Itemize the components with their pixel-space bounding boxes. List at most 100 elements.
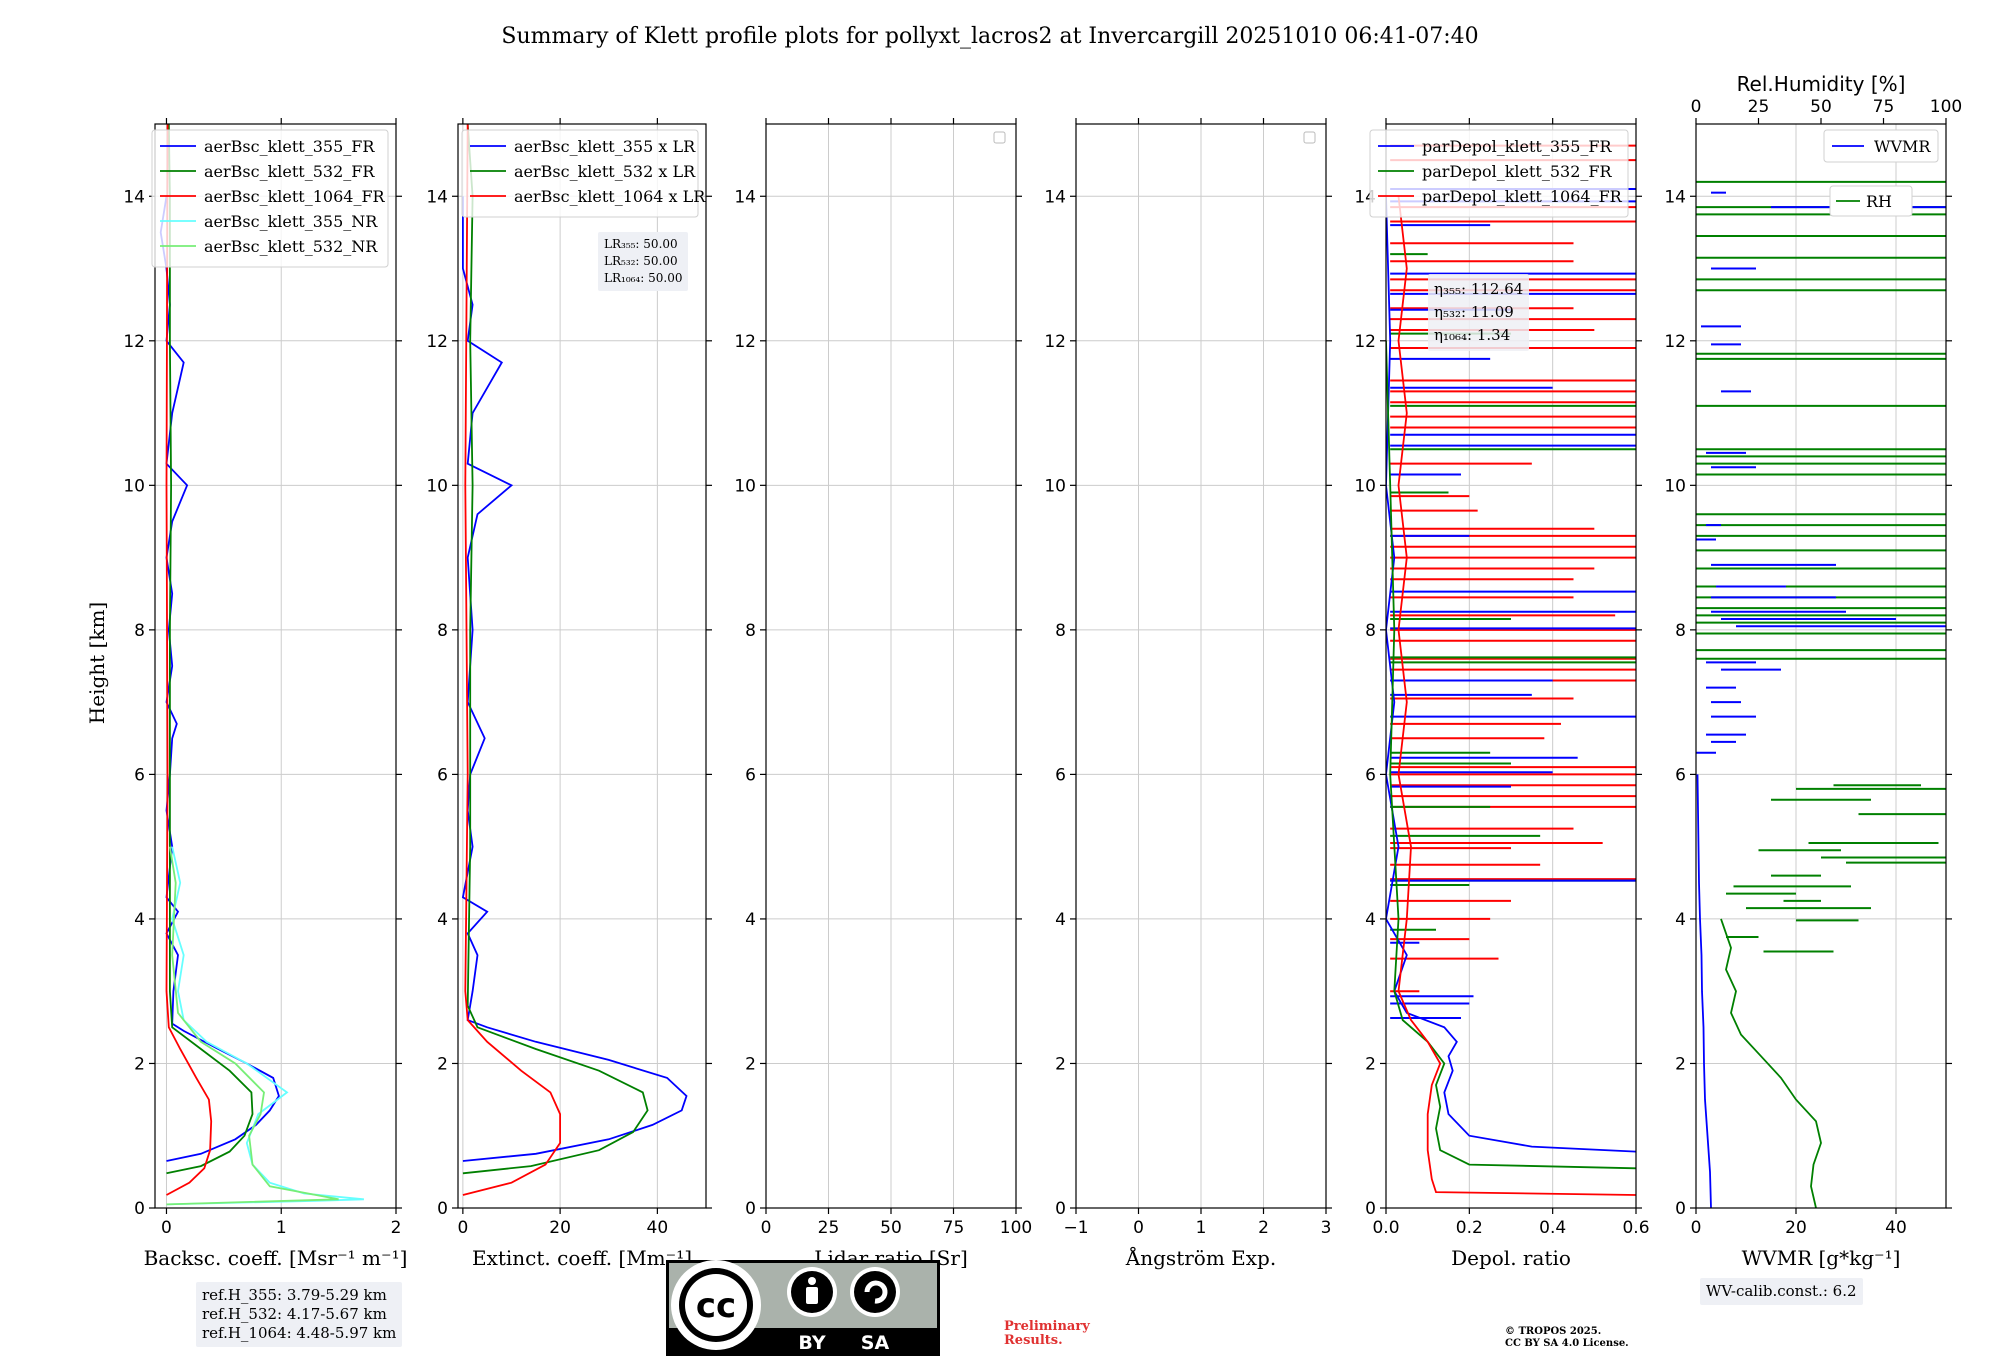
eta-box: η₃₅₅: 112.64 η₅₃₂: 11.09 η₁₀₆₄: 1.34 <box>1428 274 1530 351</box>
y-tick-label: 6 <box>134 765 145 785</box>
series-line-aerBsc_klett_1064_FR <box>165 124 213 1196</box>
y-tick-label: 8 <box>1675 621 1686 641</box>
y-tick-label: 6 <box>437 765 448 785</box>
y-tick-label: 10 <box>123 476 145 496</box>
x-tick-label: 40 <box>647 1218 669 1238</box>
sa-icon-arrow <box>864 1280 888 1304</box>
y-tick-label: 10 <box>1664 476 1686 496</box>
x-tick-label: 50 <box>880 1218 902 1238</box>
y-tick-label: 14 <box>734 187 756 207</box>
series-line-RH <box>1720 918 1822 1208</box>
top-x-tick-label: 75 <box>1873 97 1895 117</box>
x-axis-label: Depol. ratio <box>1451 1246 1571 1270</box>
series-line-aerBsc_klett_532_NR <box>166 846 339 1206</box>
series-line-aerBsc_klett_532_FR <box>166 124 254 1175</box>
plot-area <box>159 124 364 1206</box>
lr-355: LR₃₅₅: 50.00 <box>604 237 678 251</box>
axes-frame <box>457 123 707 1209</box>
plot-area <box>1696 180 1946 1208</box>
plot-area <box>461 124 688 1196</box>
x-axis-label: Backsc. coeff. [Msr⁻¹ m⁻¹] <box>144 1246 408 1270</box>
y-axis-label: Height [km] <box>85 602 109 724</box>
eta-532: η₅₃₂: 11.09 <box>1434 303 1514 321</box>
x-tick-label: 0 <box>761 1218 772 1238</box>
y-tick-label: 8 <box>437 621 448 641</box>
y-tick-label: 4 <box>1365 910 1376 930</box>
y-tick-label: 0 <box>437 1199 448 1219</box>
lr-532: LR₅₃₂: 50.00 <box>604 254 678 268</box>
legend-box-rh <box>1829 185 1913 217</box>
cc-circle-face <box>685 1274 747 1336</box>
cc-logo-text: cc <box>696 1286 736 1326</box>
ref-height-1064: ref.H_1064: 4.48-5.97 km <box>202 1324 397 1342</box>
y-tick-label: 4 <box>1055 910 1066 930</box>
x-tick-label: 2 <box>1258 1218 1269 1238</box>
series-line-aerBsc_klett_355_NR <box>166 846 364 1206</box>
x-axis-label: Extinct. coeff. [Mm⁻¹] <box>472 1246 692 1270</box>
y-tick-label: 2 <box>1055 1054 1066 1074</box>
y-tick-label: 12 <box>123 332 145 352</box>
lidar-ratio-box: LR₃₅₅: 50.00 LR₅₃₂: 50.00 LR₁₀₆₄: 50.00 <box>598 232 689 291</box>
legend-label: aerBsc_klett_532_NR <box>204 237 378 256</box>
y-tick-label: 12 <box>1354 332 1376 352</box>
x-tick-label: 25 <box>818 1218 840 1238</box>
x-axis-label: Ångström Exp. <box>1125 1245 1276 1270</box>
top-x-axis-label: Rel.Humidity [%] <box>1737 72 1906 96</box>
ref-height-box: ref.H_355: 3.79-5.29 km ref.H_532: 4.17-… <box>196 1282 403 1347</box>
x-tick-label: 0 <box>1133 1218 1144 1238</box>
x-tick-label: 1 <box>1196 1218 1207 1238</box>
x-tick-label: 75 <box>943 1218 965 1238</box>
y-tick-label: 4 <box>1675 910 1686 930</box>
y-tick-label: 14 <box>1044 187 1066 207</box>
panel-wvmr: 0 2 4 6 8 10 12 14 0 20 40 0 25 50 75 100 Rel.Humidity [… <box>1664 72 1962 1270</box>
y-tick-label: 10 <box>1354 476 1376 496</box>
axes-frame <box>154 123 397 1209</box>
empty-legend <box>1303 131 1316 144</box>
y-tick-label: 12 <box>426 332 448 352</box>
series-line-WVMR <box>1696 774 1712 1208</box>
copyright-line2: CC BY SA 4.0 License. <box>1505 1338 1629 1349</box>
preliminary-line1: Preliminary <box>1004 1319 1090 1334</box>
series-line-aerBsc_klett_1064 x LR <box>462 124 561 1196</box>
x-tick-label: 0 <box>1691 1218 1702 1238</box>
y-tick-label: 14 <box>123 187 145 207</box>
y-tick-label: 2 <box>134 1054 145 1074</box>
legend-box <box>151 129 389 268</box>
y-tick-label: 0 <box>1055 1199 1066 1219</box>
x-tick-label: 2 <box>391 1218 402 1238</box>
x-tick-label: 0 <box>161 1218 172 1238</box>
y-tick-label: 0 <box>1365 1199 1376 1219</box>
legend-label: WVMR <box>1874 137 1931 156</box>
y-tick-label: 2 <box>437 1054 448 1074</box>
figure-title: Summary of Klett profile plots for polly… <box>501 24 1478 49</box>
legend-box-wvmr <box>1823 129 1939 163</box>
y-tick-label: 6 <box>745 765 756 785</box>
y-tick-label: 6 <box>1365 765 1376 785</box>
preliminary-line2: Results. <box>1004 1333 1063 1348</box>
y-tick-label: 8 <box>134 621 145 641</box>
ref-height-532: ref.H_532: 4.17-5.67 km <box>202 1305 387 1323</box>
y-tick-label: 6 <box>1675 765 1686 785</box>
legend-label: aerBsc_klett_1064 x LR <box>514 187 706 206</box>
by-icon-head <box>808 1277 816 1285</box>
legend-label: aerBsc_klett_355_FR <box>204 137 375 156</box>
copyright-note: © TROPOS 2025. CC BY SA 4.0 License. <box>1505 1326 1629 1350</box>
wv-calib-const: WV-calib.const.: 6.2 <box>1706 1282 1857 1300</box>
by-icon-body <box>806 1287 818 1304</box>
y-tick-label: 2 <box>1365 1054 1376 1074</box>
y-tick-label: 2 <box>745 1054 756 1074</box>
y-tick-label: 10 <box>734 476 756 496</box>
top-x-tick-label: 50 <box>1810 97 1832 117</box>
y-tick-label: 12 <box>734 332 756 352</box>
x-tick-label: 3 <box>1321 1218 1332 1238</box>
y-tick-label: 10 <box>1044 476 1066 496</box>
eta-355: η₃₅₅: 112.64 <box>1434 280 1524 298</box>
legend-label: parDepol_klett_532_FR <box>1422 162 1613 181</box>
axes-frame <box>1385 123 1637 1209</box>
x-tick-label: 0.2 <box>1456 1218 1483 1238</box>
y-tick-label: 14 <box>426 187 448 207</box>
x-tick-label: 1 <box>276 1218 287 1238</box>
series-line-aerBsc_klett_532 x LR <box>462 124 649 1175</box>
